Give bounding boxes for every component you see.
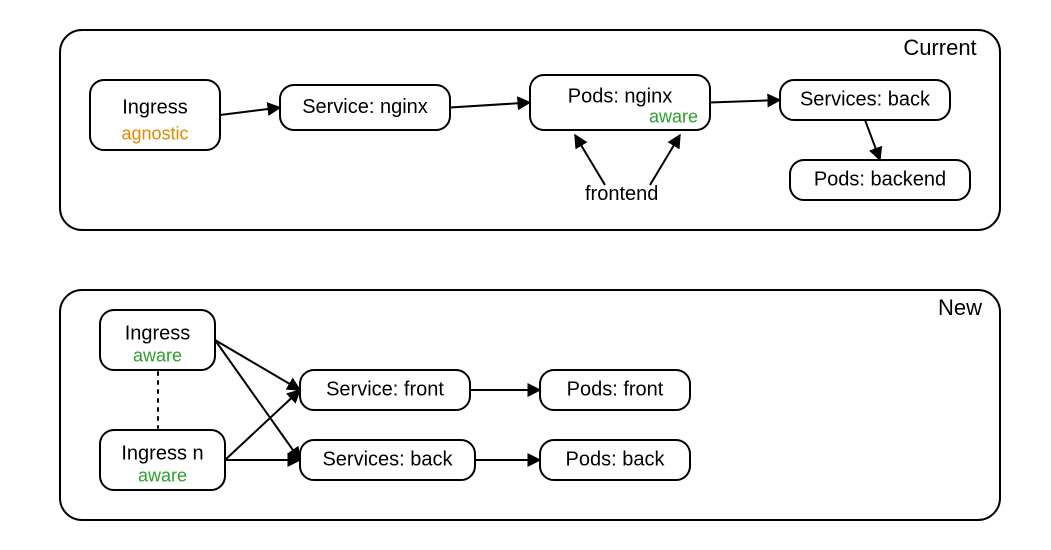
diagram-canvas: Current New Ingress agnostic Service: nginx P… bbox=[0, 0, 1051, 550]
node-label-c_svc_nginx: Service: nginx bbox=[302, 96, 428, 118]
node-label-n_pods_front: Pods: front bbox=[567, 378, 664, 400]
node-label-n_svc_back: Services: back bbox=[322, 448, 453, 470]
edge-n_ingress-to-n_svc_back bbox=[215, 340, 300, 460]
edge-c_svc_nginx-to-c_pods_nginx bbox=[450, 103, 530, 108]
node-label-n_ingress_n: Ingress n bbox=[121, 442, 203, 464]
node-label-n_ingress: Ingress bbox=[125, 322, 191, 344]
edge-c_svc_back-to-c_pods_back bbox=[865, 120, 880, 160]
node-label-c_svc_back: Services: back bbox=[800, 88, 931, 110]
free-arrow-1 bbox=[650, 135, 680, 185]
label-frontend: frontend bbox=[585, 183, 658, 205]
edge-n_ingress-to-n_svc_front bbox=[215, 340, 300, 390]
edge-c_ingress-to-c_svc_nginx bbox=[220, 108, 280, 116]
node-sublabel-n_ingress: aware bbox=[133, 346, 182, 366]
node-sublabel-c_pods_nginx: aware bbox=[649, 107, 698, 127]
edge-n_ingress_n-to-n_svc_front bbox=[225, 390, 300, 460]
free-arrow-0 bbox=[575, 135, 605, 185]
node-label-c_pods_nginx: Pods: nginx bbox=[568, 85, 673, 107]
node-sublabel-n_ingress_n: aware bbox=[138, 466, 187, 486]
panel-title-new: New bbox=[938, 295, 982, 320]
node-label-n_pods_back: Pods: back bbox=[566, 448, 666, 470]
node-sublabel-c_ingress: agnostic bbox=[121, 123, 188, 143]
edge-c_pods_nginx-to-c_svc_back bbox=[710, 100, 780, 103]
panel-title-current: Current bbox=[903, 35, 976, 60]
node-label-c_pods_back: Pods: backend bbox=[814, 168, 946, 190]
node-label-c_ingress: Ingress bbox=[122, 96, 188, 118]
node-label-n_svc_front: Service: front bbox=[326, 378, 444, 400]
